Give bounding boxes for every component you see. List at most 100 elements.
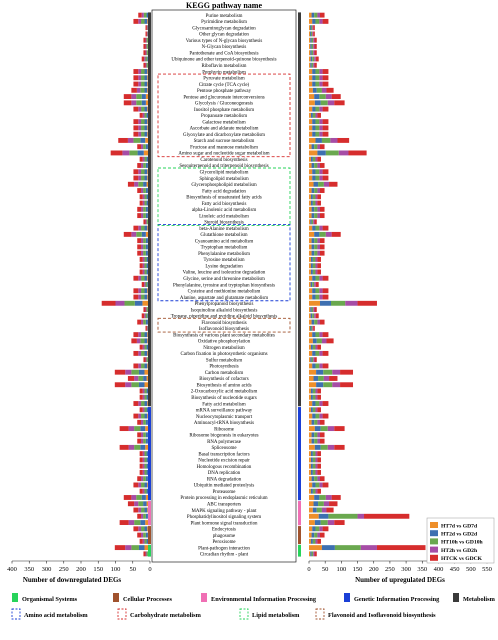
up-bar-segment [315,175,320,181]
up-bar-segment [319,18,323,24]
down-bar-segment [144,275,148,281]
down-bar-segment [138,288,142,294]
up-bar-segment [312,350,316,356]
up-bar-segment [312,131,316,137]
up-bar-segment [315,194,318,200]
pathway-label: MAPK signaling pathway - plant [192,509,258,514]
up-bar-segment [312,488,316,494]
up-bar-segment [312,87,317,93]
down-bar-segment [147,56,149,62]
down-bar-segment [138,482,142,488]
up-bar-segment [311,62,314,68]
pathway-label: Alanine, aspartate and glutamate metabol… [180,296,268,301]
up-bar-segment [317,200,321,206]
pathway-label: Ubiquinone and other terpenoid-quinone b… [171,58,276,63]
down-bar-segment [133,332,139,338]
up-bar-segment [317,206,321,212]
down-bar-segment [146,307,148,313]
down-bar-segment [144,263,147,269]
up-bar-segment [309,44,311,49]
up-bar-segment [309,106,313,112]
up-bar-segment [310,451,313,457]
up-bar-segment [315,344,318,350]
subgroup-legend-swatch [315,608,325,620]
down-bar-segment [137,238,142,244]
up-bar-segment [312,407,316,413]
up-bar-segment [310,56,313,62]
pathway-label: Ascorbate and aldarate metabolism [190,127,259,132]
up-bar-segment [310,112,313,118]
up-bar-segment [323,376,330,381]
up-bar-segment [340,369,354,375]
up-bar-segment [315,256,318,262]
up-bar-segment [309,25,310,31]
up-bar-segment [312,106,316,112]
down-bar-segment [145,426,150,432]
down-bar-segment [145,25,147,31]
up-bar-segment [315,69,320,74]
down-bar-segment [146,388,149,394]
subgroup-box [157,317,291,333]
down-bar-segment [138,382,145,388]
up-bar-segment [309,520,315,525]
up-bar-segment [315,125,320,131]
down-bar-segment [144,401,148,406]
category-legend: Organismal Systems Cellular Processes Envi… [12,593,496,603]
down-bar-segment [146,44,148,49]
down-bar-segment [140,137,146,143]
down-bar-segment [142,156,145,162]
down-bar-segment [144,112,147,118]
up-bar-segment [316,507,322,513]
pathway-label: Phosphatidylinositol signaling system [187,515,261,520]
up-bar-segment [309,432,312,438]
up-bar-segment [338,150,349,156]
up-bar-segment [316,369,324,375]
up-bar-segment [314,144,318,150]
up-bar-segment [320,163,325,168]
down-bar-segment [145,213,148,219]
up-bar-segment [315,131,320,137]
up-bar-segment [317,188,321,193]
up-bar-segment [309,250,312,256]
down-bar-segment [134,300,143,306]
down-bar-segment [144,469,147,475]
category-legend-label: Genetic Information Processing [354,596,440,603]
up-bar-segment [314,163,318,168]
up-bar-segment [319,332,323,338]
up-bar-segment [322,169,329,175]
down-bar-segment [145,307,147,313]
down-bar-segment [141,188,144,193]
down-bar-segment [142,394,145,400]
down-bar-segment [144,457,147,463]
down-bar-segment [127,137,134,143]
up-bar-segment [309,244,312,250]
down-bar-segment [139,156,143,162]
down-bar-segment [125,382,132,388]
down-bar-segment [141,350,145,356]
up-bar-segment [312,469,316,475]
up-bar-segment [309,388,311,394]
down-bar-segment [145,137,150,143]
up-bar-segment [311,188,315,193]
up-bar-segment [313,37,315,43]
up-bar-segment [364,513,410,519]
down-bar-segment [133,169,139,175]
down-bar-segment [133,131,139,137]
up-bar-segment [317,244,321,250]
up-bar-segment [314,244,318,250]
up-bar-segment [309,25,311,31]
up-bar-segment [329,181,338,187]
up-bar-segment [317,438,321,444]
up-bar-segment [312,394,316,400]
up-bar-segment [313,551,315,557]
down-bar-segment [141,131,145,137]
down-bar-segment [144,56,146,62]
pathway-label: Cyanoamino acid metabolism [195,239,254,244]
down-bar-segment [142,538,145,544]
up-bar-segment [312,119,316,125]
up-bar-segment [312,282,315,287]
down-bar-segment [145,319,148,325]
down-bar-segment [145,94,150,100]
pathway-label: Sesquiterpenoid and triterpenoid biosynt… [179,164,268,169]
down-bar-segment [131,100,137,106]
